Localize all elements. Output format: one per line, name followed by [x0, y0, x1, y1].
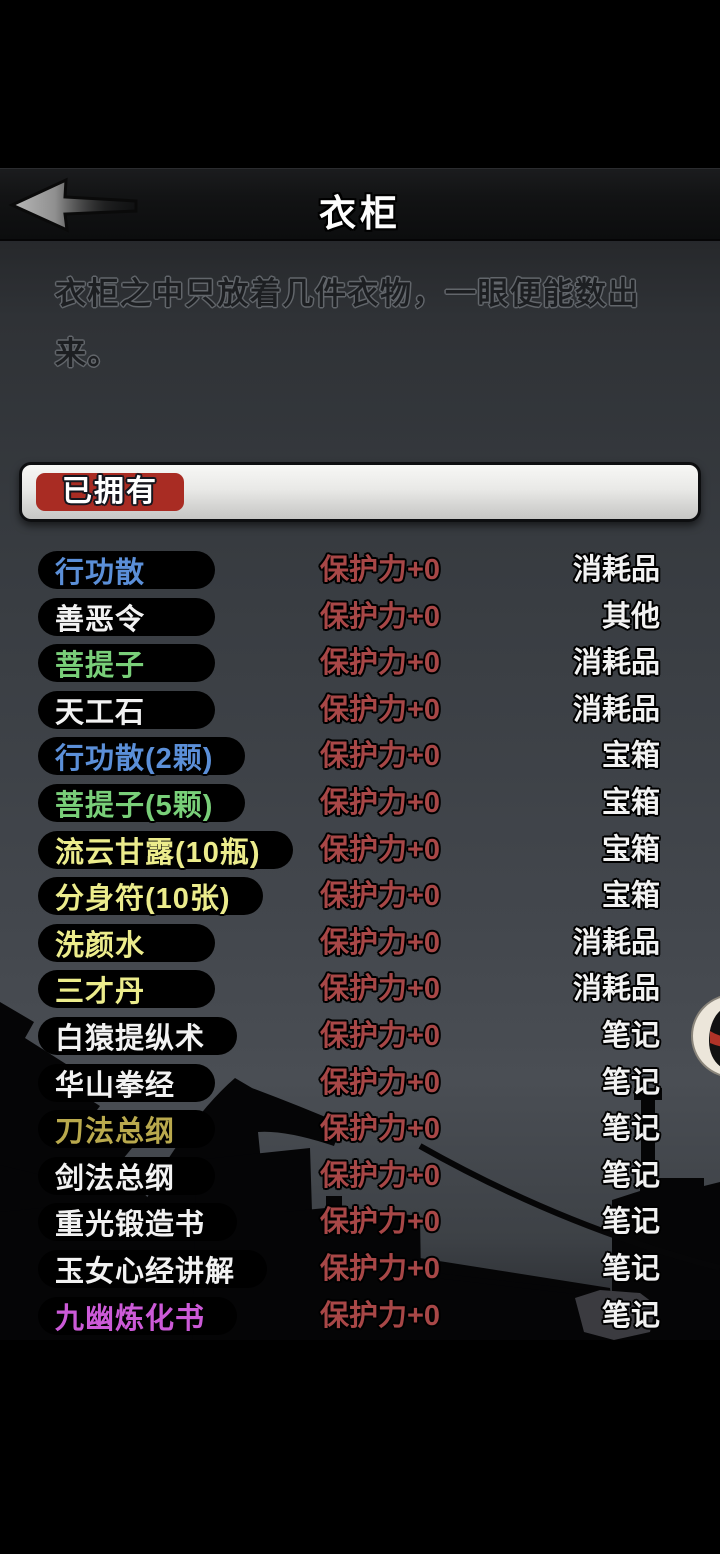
item-name: 九幽炼化书 [55, 1302, 206, 1335]
item-name-pill: 玉女心经讲解 [38, 1249, 268, 1288]
item-row[interactable]: 三才丹 保护力+0 消耗品 [0, 966, 720, 1013]
item-name: 剑法总纲 [55, 1162, 176, 1195]
item-row[interactable]: 天工石 保护力+0 消耗品 [0, 687, 720, 734]
item-name-pill: 善恶令 [38, 597, 215, 636]
owned-panel-header: 已拥有 [19, 462, 701, 522]
item-name-pill: 三才丹 [38, 970, 215, 1009]
item-category: 宝箱 [601, 880, 660, 913]
item-name-pill: 菩提子 [38, 644, 215, 683]
item-name-pill: 洗颜水 [38, 923, 215, 962]
item-list: 行功散 保护力+0 消耗品 善恶令 保护力+0 其他 菩提子 保护力+0 消耗品… [0, 547, 720, 1339]
item-name-pill: 流云甘露(10瓶) [38, 830, 293, 869]
item-stat: 保护力+0 [319, 600, 441, 633]
item-category: 消耗品 [572, 926, 660, 959]
item-stat: 保护力+0 [319, 693, 441, 726]
item-row[interactable]: 行功散 保护力+0 消耗品 [0, 547, 720, 594]
item-row[interactable]: 刀法总纲 保护力+0 笔记 [0, 1106, 720, 1153]
item-name: 刀法总纲 [55, 1116, 176, 1149]
item-name-pill: 华山拳经 [38, 1063, 215, 1102]
item-row[interactable]: 流云甘露(10瓶) 保护力+0 宝箱 [0, 827, 720, 874]
item-row[interactable]: 菩提子 保护力+0 消耗品 [0, 640, 720, 687]
room-description: 衣柜之中只放着几件衣物，一眼便能数出来。 [55, 276, 640, 371]
item-category: 宝箱 [601, 833, 660, 866]
item-name: 洗颜水 [55, 929, 146, 962]
item-name: 行功散 [55, 557, 146, 589]
item-name: 菩提子 [55, 650, 146, 683]
item-stat: 保护力+0 [319, 554, 441, 586]
item-category: 笔记 [601, 1113, 660, 1146]
item-row[interactable]: 白猿提纵术 保护力+0 笔记 [0, 1013, 720, 1060]
item-category: 笔记 [601, 1299, 660, 1332]
item-name-pill: 剑法总纲 [38, 1156, 215, 1195]
item-category: 笔记 [601, 1252, 660, 1285]
item-row[interactable]: 玉女心经讲解 保护力+0 笔记 [0, 1246, 720, 1293]
item-category: 笔记 [601, 1066, 660, 1099]
item-stat: 保护力+0 [319, 1206, 441, 1239]
item-name: 行功散(2颗) [55, 743, 214, 776]
item-row[interactable]: 华山拳经 保护力+0 笔记 [0, 1060, 720, 1107]
item-name: 华山拳经 [55, 1069, 176, 1102]
item-name: 白猿提纵术 [55, 1022, 206, 1055]
navbar: 衣柜 [0, 168, 720, 241]
item-name-pill: 分身符(10张) [38, 877, 263, 916]
item-row[interactable]: 行功散(2颗) 保护力+0 宝箱 [0, 733, 720, 780]
item-name: 玉女心经讲解 [55, 1255, 236, 1288]
item-row[interactable]: 重光锻造书 保护力+0 笔记 [0, 1199, 720, 1246]
item-category: 笔记 [601, 1159, 660, 1192]
item-name-pill: 九幽炼化书 [38, 1296, 238, 1335]
item-name: 流云甘露(10瓶) [55, 836, 261, 869]
item-name: 天工石 [55, 696, 146, 729]
item-category: 消耗品 [572, 693, 660, 726]
item-stat: 保护力+0 [319, 880, 441, 913]
owned-badge: 已拥有 [36, 473, 184, 511]
item-stat: 保护力+0 [319, 1252, 441, 1285]
item-row[interactable]: 善恶令 保护力+0 其他 [0, 594, 720, 641]
item-name: 善恶令 [55, 603, 146, 636]
item-category: 宝箱 [601, 786, 660, 819]
item-row[interactable]: 菩提子(5颗) 保护力+0 宝箱 [0, 780, 720, 827]
item-row[interactable]: 分身符(10张) 保护力+0 宝箱 [0, 873, 720, 920]
item-category: 消耗品 [572, 647, 660, 680]
assistant-avatar-button[interactable] [690, 993, 720, 1079]
item-row[interactable]: 九幽炼化书 保护力+0 笔记 [0, 1293, 720, 1340]
item-row[interactable]: 剑法总纲 保护力+0 笔记 [0, 1153, 720, 1200]
item-name: 三才丹 [55, 976, 146, 1009]
item-name: 菩提子(5颗) [55, 789, 214, 822]
item-stat: 保护力+0 [319, 1113, 441, 1146]
item-stat: 保护力+0 [319, 1159, 441, 1192]
item-category: 笔记 [601, 1019, 660, 1052]
item-stat: 保护力+0 [319, 926, 441, 959]
item-stat: 保护力+0 [319, 647, 441, 680]
item-name-pill: 刀法总纲 [38, 1110, 215, 1149]
item-category: 其他 [601, 600, 660, 633]
item-stat: 保护力+0 [319, 740, 441, 773]
item-stat: 保护力+0 [319, 833, 441, 866]
back-button[interactable] [8, 177, 158, 233]
item-name-pill: 白猿提纵术 [38, 1016, 238, 1055]
item-name: 重光锻造书 [55, 1209, 206, 1242]
item-name-pill: 重光锻造书 [38, 1203, 238, 1242]
page-title: 衣柜 [319, 193, 401, 234]
item-name-pill: 行功散 [38, 551, 215, 589]
item-stat: 保护力+0 [319, 1299, 441, 1332]
item-category: 消耗品 [572, 554, 660, 586]
item-stat: 保护力+0 [319, 1019, 441, 1052]
item-stat: 保护力+0 [319, 786, 441, 819]
item-category: 消耗品 [572, 973, 660, 1006]
item-stat: 保护力+0 [319, 973, 441, 1006]
item-name-pill: 菩提子(5颗) [38, 783, 246, 822]
item-category: 宝箱 [601, 740, 660, 773]
item-stat: 保护力+0 [319, 1066, 441, 1099]
item-name: 分身符(10张) [55, 883, 231, 916]
item-name-pill: 天工石 [38, 690, 215, 729]
item-name-pill: 行功散(2颗) [38, 737, 246, 776]
item-category: 笔记 [601, 1206, 660, 1239]
item-row[interactable]: 洗颜水 保护力+0 消耗品 [0, 920, 720, 967]
back-arrow-icon [8, 177, 138, 233]
